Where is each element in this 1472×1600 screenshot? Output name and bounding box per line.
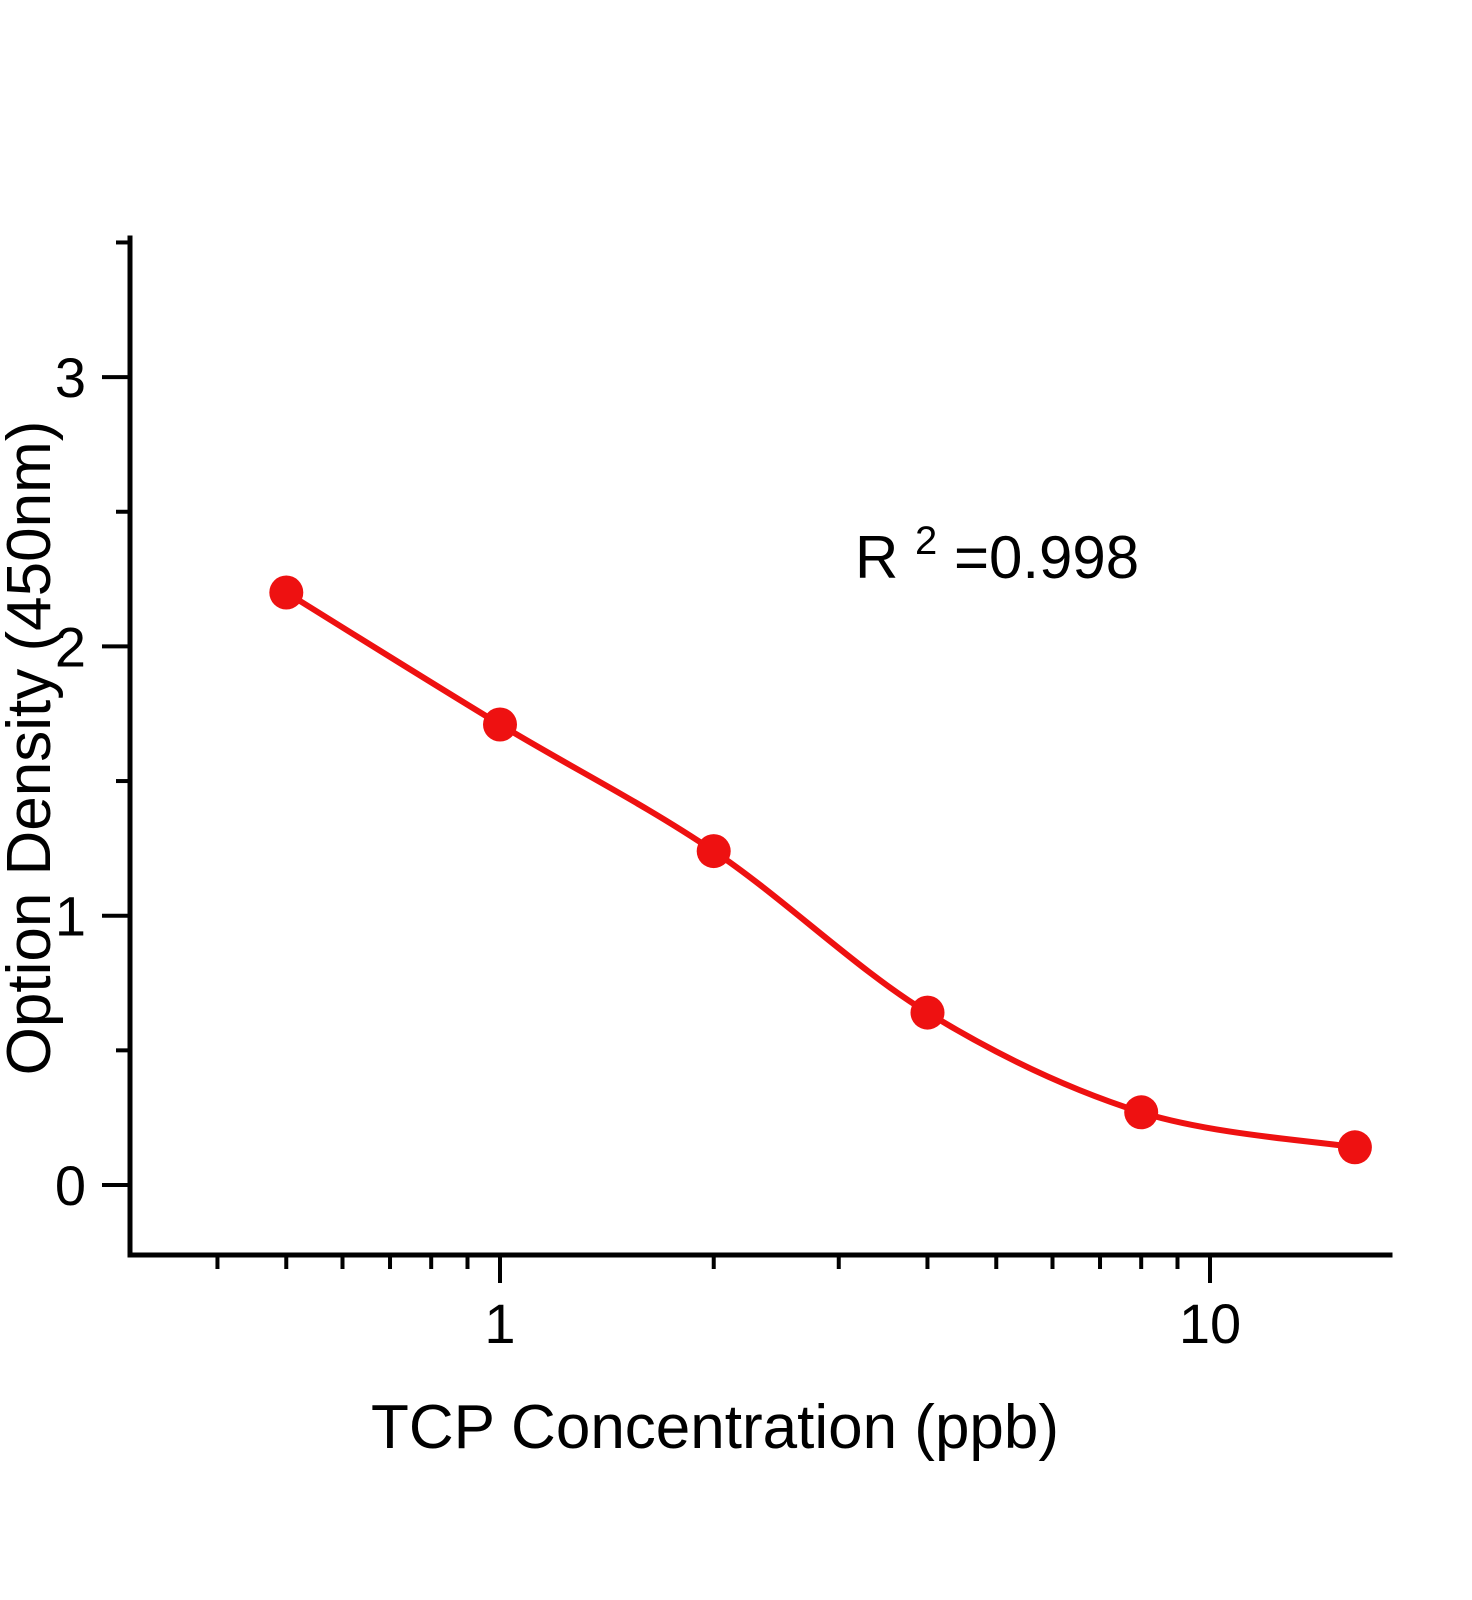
fit-curve bbox=[283, 589, 1358, 1151]
y-tick-label: 0 bbox=[55, 1154, 86, 1217]
axis-spines bbox=[127, 235, 1393, 1258]
data-point bbox=[1124, 1095, 1159, 1130]
data-point bbox=[910, 995, 945, 1030]
r-squared-annotation: R 2 =0.998 bbox=[855, 500, 1139, 591]
data-point bbox=[269, 575, 304, 610]
y-axis-title: Option Density (450nm) bbox=[0, 421, 64, 1076]
y-tick-label: 2 bbox=[55, 615, 86, 678]
x-tick-label: 1 bbox=[484, 1292, 515, 1355]
data-point bbox=[1337, 1130, 1372, 1165]
y-tick-label: 1 bbox=[55, 885, 86, 948]
x-tick-label: 10 bbox=[1179, 1292, 1241, 1355]
r-squared-value: =0.998 bbox=[954, 524, 1139, 591]
x-axis-title: TCP Concentration (ppb) bbox=[371, 1393, 1059, 1462]
r-squared-prefix: R bbox=[855, 524, 898, 591]
data-point bbox=[483, 707, 517, 742]
plot-area: 1 10 0 1 2 3 bbox=[55, 235, 1393, 1355]
y-tick-label: 3 bbox=[55, 346, 86, 409]
data-point bbox=[696, 834, 731, 869]
r-squared-superscript: 2 bbox=[915, 519, 937, 563]
